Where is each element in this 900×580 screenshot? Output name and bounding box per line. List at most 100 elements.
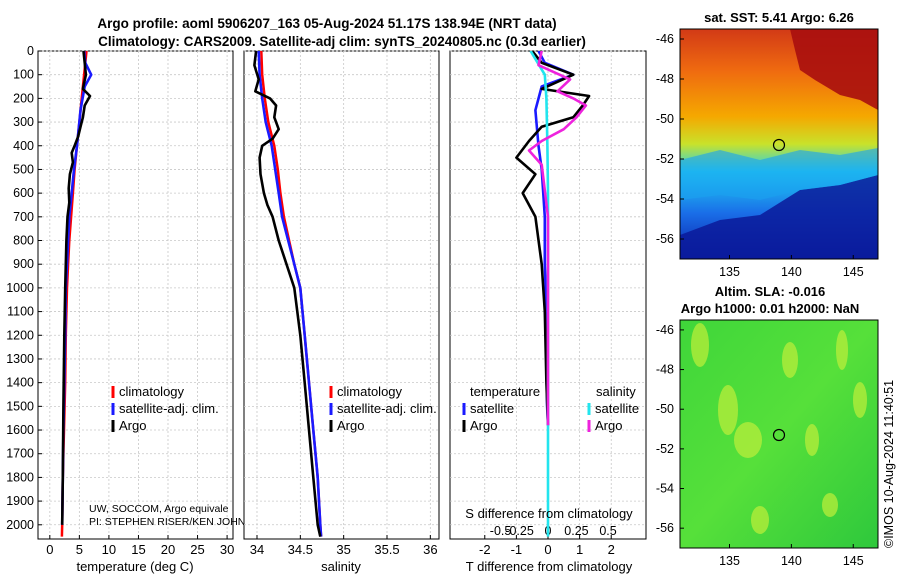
map-y-tick-label: -56: [656, 521, 674, 535]
sst-map-title: sat. SST: 5.41 Argo: 6.26: [704, 10, 854, 25]
legend-argo-label: Argo: [119, 418, 146, 433]
s-tick-label: -0.25: [505, 524, 534, 538]
map-x-tick-label: 140: [781, 265, 802, 279]
series-line-s-argo: [527, 51, 588, 426]
x-tick-label: 34.5: [288, 542, 313, 557]
s-tick-label: 0.25: [564, 524, 588, 538]
y-tick-label: 1100: [7, 305, 34, 319]
sst-warm-region: [790, 29, 878, 110]
x-tick-label: -1: [511, 542, 523, 557]
y-tick-label: 900: [13, 257, 34, 271]
legend-t-argo-label: Argo: [470, 418, 497, 433]
y-tick-label: 500: [13, 162, 34, 176]
map-y-tick-label: -52: [656, 152, 674, 166]
sla-map-title-line2: Argo h1000: 0.01 h2000: NaN: [681, 301, 859, 316]
series-line-t-argo: [515, 51, 591, 426]
x-tick-label: 34: [250, 542, 264, 557]
legend-s-satellite-label: satellite: [595, 401, 639, 416]
difference-legend: temperature salinity satellite Argo sate…: [462, 384, 639, 433]
x-tick-label: 1: [576, 542, 583, 557]
y-tick-label: 1700: [6, 447, 34, 461]
sst-map-panel: sat. SST: 5.41 Argo: 6.26 -46 -48 -50 -52 -5…: [656, 10, 879, 279]
legend-satellite-label: satellite-adj. clim.: [337, 401, 437, 416]
sla-anomaly-blobs: [691, 323, 867, 534]
x-tick-label: 36: [423, 542, 437, 557]
difference-panel: -2 -1 0 1 2 -0.5-0.25 0 0.25 0.5 temperature sa…: [449, 50, 647, 574]
temperature-xlabel: temperature (deg C): [76, 559, 193, 574]
y-tick-label: 0: [27, 44, 34, 58]
map-y-tick-label: -46: [656, 32, 674, 46]
map-x-tick-label: 145: [843, 265, 864, 279]
map-y-tick-label: -50: [656, 402, 674, 416]
y-tick-label: 2000: [6, 518, 34, 532]
map-y-tick-label: -48: [656, 363, 674, 377]
x-tick-label: 10: [102, 542, 116, 557]
map-y-tick-label: -54: [656, 482, 674, 496]
credits-line2: PI: STEPHEN RISER/KEN JOHN: [89, 516, 245, 528]
sst-front-region: [680, 148, 878, 200]
salinity-xlabel: salinity: [321, 559, 361, 574]
y-tick-label: 1200: [6, 328, 34, 342]
y-tick-label: 1900: [6, 494, 34, 508]
s-difference-label: S difference from climatology: [465, 506, 633, 521]
salinity-plot-area: [243, 50, 440, 540]
x-tick-label: 2: [608, 542, 615, 557]
y-tick-label: 200: [13, 91, 34, 105]
legend-climatology-label: climatology: [119, 384, 185, 399]
temperature-plot-area: [37, 50, 234, 540]
x-tick-label: 0: [544, 542, 551, 557]
sla-map-panel: Altim. SLA: -0.016 Argo h1000: 0.01 h200…: [656, 284, 879, 568]
map-x-tick-label: 140: [781, 554, 802, 568]
y-tick-label: 700: [13, 210, 34, 224]
series-line-argo: [60, 51, 92, 525]
map-y-tick-label: -50: [656, 112, 674, 126]
figure-title-line1: Argo profile: aoml 5906207_163 05-Aug-20…: [97, 16, 556, 31]
x-tick-label: 30: [220, 542, 234, 557]
y-tick-label: 300: [13, 115, 34, 129]
series-line-argo: [253, 51, 322, 537]
x-tick-label: 20: [161, 542, 175, 557]
map-y-tick-label: -46: [656, 323, 674, 337]
temperature-panel: 0 5 10 15 20 25 30 0 100 200 300 400 500 600 700 800 90…: [6, 44, 245, 574]
y-tick-label: 1000: [6, 281, 34, 295]
x-tick-label: 35: [336, 542, 350, 557]
y-tick-label: 1500: [6, 399, 34, 413]
argo-location-marker: [772, 428, 786, 442]
legend-argo-label: Argo: [337, 418, 364, 433]
y-tick-label: 1400: [6, 376, 34, 390]
credits-line1: UW, SOCCOM, Argo equivale: [89, 503, 229, 515]
t-difference-xlabel: T difference from climatology: [466, 559, 633, 574]
map-y-tick-label: -52: [656, 442, 674, 456]
y-tick-label: 1600: [6, 423, 34, 437]
y-tick-label: 100: [13, 68, 34, 82]
legend-salinity-header: salinity: [596, 384, 636, 399]
argo-location-marker: [772, 138, 786, 152]
y-tick-label: 800: [13, 234, 34, 248]
map-x-tick-label: 135: [719, 554, 740, 568]
map-y-tick-label: -48: [656, 72, 674, 86]
x-tick-label: -2: [479, 542, 491, 557]
map-x-tick-label: 145: [843, 554, 864, 568]
x-tick-label: 35.5: [374, 542, 399, 557]
map-y-tick-label: -54: [656, 192, 674, 206]
y-tick-label: 1300: [6, 352, 34, 366]
map-y-tick-label: -56: [656, 232, 674, 246]
series-line-s-satellite: [529, 51, 550, 537]
temperature-legend: climatology satellite-adj. clim. Argo: [111, 384, 219, 433]
figure-title-line2: Climatology: CARS2009. Satellite-adj cli…: [98, 34, 586, 49]
s-tick-label: 0.5: [599, 524, 616, 538]
legend-s-argo-label: Argo: [595, 418, 622, 433]
y-tick-label: 1800: [6, 470, 34, 484]
s-tick-label: -0.5: [490, 524, 512, 538]
x-tick-label: 5: [76, 542, 83, 557]
x-tick-label: 15: [131, 542, 145, 557]
map-x-tick-label: 135: [719, 265, 740, 279]
y-tick-label: 600: [13, 186, 34, 200]
sla-map-title-line1: Altim. SLA: -0.016: [715, 284, 826, 299]
sla-map-image: [680, 320, 878, 548]
salinity-legend: climatology satellite-adj. clim. Argo: [329, 384, 437, 433]
salinity-panel: 34 34.5 35 35.5 36 climatology satellite-adj…: [243, 50, 440, 574]
x-tick-label: 0: [46, 542, 53, 557]
imos-watermark: ©IMOS 10-Aug-2024 11:40:51: [882, 380, 896, 548]
